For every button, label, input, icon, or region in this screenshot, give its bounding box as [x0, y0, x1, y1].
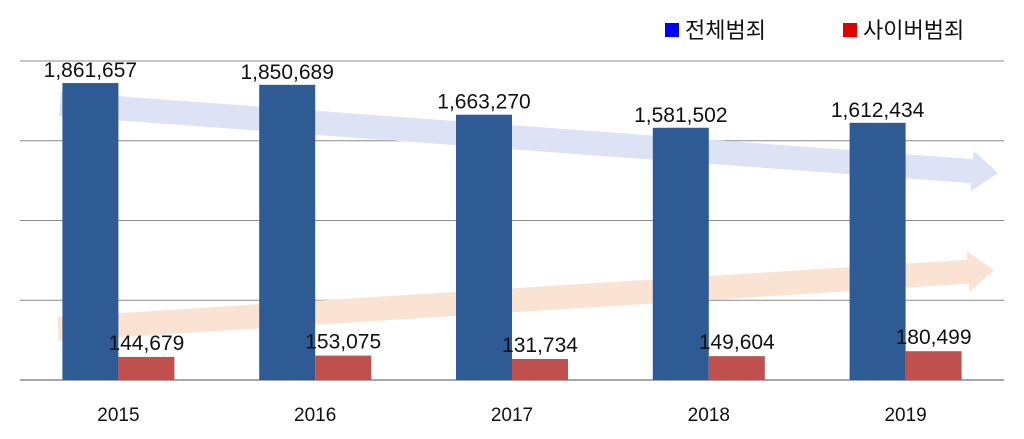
data-label-cyber-crime: 149,604: [699, 331, 775, 354]
bar-cyber-crime: [315, 355, 372, 380]
data-labels: 1,861,657 144,679 1,850,689 153,075 1,663,27…: [44, 59, 972, 357]
bar-total-crime: [849, 122, 906, 381]
bar-total-crime: [62, 83, 119, 381]
legend-label: 전체범죄: [685, 19, 766, 44]
data-label-cyber-crime: 144,679: [108, 332, 184, 355]
x-tick-label: 2019: [884, 405, 926, 426]
bar-total-crime: [456, 114, 512, 380]
x-tick-label: 2017: [491, 405, 533, 426]
legend-marker: [843, 23, 857, 37]
x-tick-label: 2018: [688, 405, 730, 426]
data-label-total-crime: 1,581,502: [634, 104, 727, 127]
bar-cyber-crime: [708, 356, 765, 380]
x-axis: 2015 2016 2017 2018 2019: [97, 405, 926, 426]
bar-cyber-crime: [118, 356, 175, 380]
data-label-total-crime: 1,663,270: [437, 91, 530, 114]
data-label-cyber-crime: 180,499: [896, 326, 972, 349]
data-label-total-crime: 1,850,689: [240, 61, 333, 84]
bar-cyber-crime: [512, 358, 568, 380]
bar-total-crime: [259, 84, 316, 381]
data-label-total-crime: 1,861,657: [44, 59, 137, 82]
data-label-cyber-crime: 153,075: [305, 331, 381, 354]
bars: [62, 83, 962, 381]
legend-label: 사이버범죄: [863, 19, 964, 44]
bar-total-crime: [652, 127, 709, 380]
x-tick-label: 2015: [97, 405, 139, 426]
x-tick-label: 2016: [294, 405, 336, 426]
legend: 전체범죄 사이버범죄: [665, 19, 964, 44]
legend-marker: [665, 23, 679, 37]
bar-cyber-crime: [905, 351, 962, 380]
data-label-total-crime: 1,612,434: [831, 99, 925, 122]
data-label-cyber-crime: 131,734: [502, 334, 578, 357]
